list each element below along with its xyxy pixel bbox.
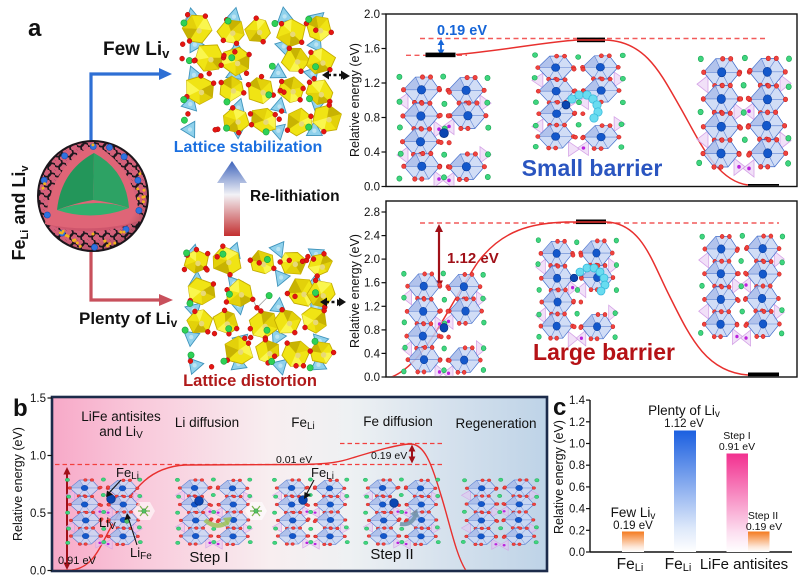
svg-text:0.0: 0.0 (364, 182, 380, 194)
svg-text:Few Liv: Few Liv (103, 39, 170, 61)
svg-text:0.19 eV: 0.19 eV (746, 521, 782, 533)
svg-text:0.4: 0.4 (364, 348, 381, 360)
svg-text:1.12 eV: 1.12 eV (664, 418, 704, 430)
svg-text:1.4: 1.4 (569, 395, 586, 407)
svg-text:0.8: 0.8 (364, 325, 380, 337)
svg-text:and LiV: and LiV (99, 424, 143, 441)
svg-text:0.0: 0.0 (30, 566, 46, 578)
svg-text:Fe diffusion: Fe diffusion (363, 414, 433, 429)
svg-text:1.2: 1.2 (569, 417, 585, 429)
svg-text:LiFe antisites: LiFe antisites (700, 556, 788, 573)
svg-text:1.5: 1.5 (30, 393, 46, 405)
svg-text:0.91 eV: 0.91 eV (719, 441, 755, 453)
svg-text:0.0: 0.0 (569, 547, 585, 559)
svg-text:0.8: 0.8 (364, 113, 380, 125)
svg-text:2.0: 2.0 (364, 9, 380, 21)
svg-text:Li diffusion: Li diffusion (175, 415, 239, 430)
svg-text:1.12 eV: 1.12 eV (447, 250, 499, 267)
svg-text:b: b (13, 395, 28, 422)
svg-text:Relative energy (eV): Relative energy (eV) (11, 427, 25, 541)
svg-text:Small barrier: Small barrier (522, 155, 663, 181)
svg-text:LiFe antisites: LiFe antisites (81, 409, 161, 424)
svg-text:Re-lithiation: Re-lithiation (250, 188, 340, 205)
svg-text:1.2: 1.2 (364, 301, 380, 313)
svg-text:1.2: 1.2 (364, 78, 380, 90)
svg-text:0.4: 0.4 (569, 504, 586, 516)
svg-text:Lattice distortion: Lattice distortion (183, 372, 317, 390)
svg-text:1.6: 1.6 (364, 278, 380, 290)
svg-text:Plenty of Liv: Plenty of Liv (648, 403, 720, 420)
svg-text:Step I: Step I (189, 549, 228, 566)
svg-text:0.01 eV: 0.01 eV (276, 454, 312, 466)
svg-text:0.2: 0.2 (569, 525, 585, 537)
svg-text:1.6: 1.6 (364, 44, 380, 56)
svg-text:Large barrier: Large barrier (533, 339, 675, 365)
svg-text:Relative energy (eV): Relative energy (eV) (348, 234, 362, 348)
svg-text:Plenty of Liv: Plenty of Liv (79, 309, 178, 330)
svg-text:0.19 eV: 0.19 eV (613, 520, 653, 532)
svg-text:0.8: 0.8 (569, 460, 585, 472)
svg-text:0.91 eV: 0.91 eV (58, 555, 97, 567)
svg-text:0.19 eV: 0.19 eV (371, 450, 407, 462)
svg-text:Few Liv: Few Liv (611, 505, 656, 522)
svg-text:0.4: 0.4 (364, 147, 381, 159)
svg-text:FeLi and Liv: FeLi and Liv (9, 165, 31, 261)
svg-text:Step II: Step II (370, 546, 413, 563)
svg-text:1.0: 1.0 (569, 439, 585, 451)
svg-text:c: c (553, 394, 566, 421)
svg-text:Relative energy (eV): Relative energy (eV) (348, 43, 362, 157)
svg-text:0.6: 0.6 (569, 482, 585, 494)
svg-text:Regeneration: Regeneration (455, 416, 536, 431)
svg-text:1.0: 1.0 (30, 451, 46, 463)
svg-text:Step I: Step I (723, 430, 750, 442)
svg-text:0.0: 0.0 (364, 372, 380, 384)
svg-text:a: a (28, 15, 42, 42)
svg-text:Lattice stabilization: Lattice stabilization (174, 139, 322, 156)
svg-text:0.19 eV: 0.19 eV (437, 23, 487, 39)
svg-text:Step II: Step II (748, 510, 778, 522)
svg-text:2.8: 2.8 (364, 207, 380, 219)
svg-text:Relative energy (eV): Relative energy (eV) (552, 420, 566, 534)
svg-text:2.4: 2.4 (364, 231, 381, 243)
svg-text:0.5: 0.5 (30, 508, 46, 520)
svg-text:2.0: 2.0 (364, 254, 380, 266)
